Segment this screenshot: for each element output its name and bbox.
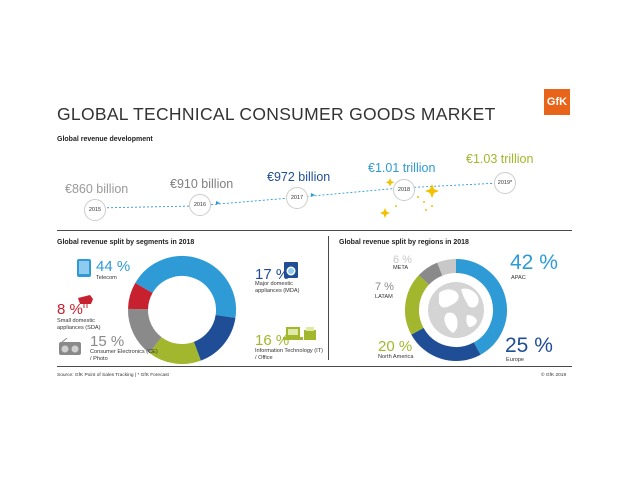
segment-mda-label: Major domestic appliances (MDA) — [255, 281, 300, 294]
timeline-arrowhead — [216, 201, 220, 205]
donut-slice-meta — [437, 259, 457, 276]
segments-heading: Global revenue split by segments in 2018 — [57, 239, 195, 246]
timeline-arrowhead — [311, 193, 315, 197]
segment-telecom-pct: 44 % — [96, 258, 131, 275]
region-europe-label: Europe — [506, 357, 525, 363]
year-marker-2016: 2016 — [189, 194, 211, 216]
globe-icon — [428, 282, 484, 338]
donut-slice-europe — [411, 327, 481, 361]
vertical-divider — [328, 236, 329, 360]
region-latam-pct: 7 % — [375, 281, 394, 293]
segment-telecom-label: Telecom — [96, 275, 117, 281]
donut-hole — [151, 279, 213, 341]
region-meta-pct: 6 % — [393, 254, 412, 266]
page-title: GLOBAL TECHNICAL CONSUMER GOODS MARKET — [57, 104, 496, 124]
laptop-printer-icon — [283, 327, 316, 340]
segments-donut-chart — [128, 256, 236, 364]
donut-slice-latam — [418, 262, 443, 285]
phone-icon — [77, 259, 91, 277]
donut-slice-it-office — [149, 336, 201, 364]
region-europe-pct: 25 % — [505, 334, 553, 357]
year-marker-2018: 2018 — [393, 179, 415, 201]
segment-sda-label: Small domestic appliances (SDA) — [57, 318, 101, 331]
segment-ce-label: Consumer Electronics (CE) / Photo — [90, 349, 158, 362]
year-marker-2019: 2019* — [494, 172, 516, 194]
washing-machine-icon — [284, 262, 298, 278]
region-latam-label: LATAM — [375, 294, 393, 300]
donut-slice-north-america — [405, 275, 430, 335]
source-note: Source: GfK Point of Sales Tracking | * … — [57, 373, 169, 378]
segment-mda-pct: 17 % — [255, 266, 290, 283]
region-apac-label: APAC — [511, 275, 526, 281]
donut-slice-apac — [455, 259, 507, 355]
timeline-value-2018: €1.01 trillion — [368, 161, 436, 175]
donut-slice-ce-photo — [128, 308, 162, 354]
radio-icon — [59, 338, 81, 355]
timeline-value-2019: €1.03 trillion — [466, 152, 534, 166]
mixer-icon — [78, 295, 93, 308]
segment-sda-pct: 8 % — [57, 301, 83, 318]
timeline-value-2016: €910 billion — [170, 177, 234, 191]
segment-it-label: Information Technology (IT) / Office — [255, 348, 323, 361]
segment-ce-pct: 15 % — [90, 333, 125, 350]
region-north-america-pct: 20 % — [378, 338, 413, 355]
segment-it-pct: 16 % — [255, 332, 290, 349]
donut-slice-sda — [128, 283, 153, 310]
timeline-value-2017: €972 billion — [267, 170, 331, 184]
region-apac-pct: 42 % — [510, 251, 558, 274]
donut-slice-mda — [193, 314, 236, 361]
copyright: © GfK 2019 — [541, 373, 567, 378]
region-north-america-label: North America — [378, 354, 414, 360]
region-meta-label: META — [393, 265, 409, 271]
regions-donut-chart — [405, 259, 507, 361]
year-marker-2017: 2017 — [286, 187, 308, 209]
year-marker-2015: 2015 — [84, 199, 106, 221]
regions-heading: Global revenue split by regions in 2018 — [339, 239, 469, 246]
donut-slice-telecom — [135, 256, 236, 318]
footer-divider — [57, 366, 572, 367]
gfk-logo: GfK — [544, 89, 570, 115]
timeline-heading: Global revenue development — [57, 136, 153, 143]
section-divider — [57, 230, 572, 231]
timeline-value-2015: €860 billion — [65, 182, 129, 196]
sparkle-icon — [380, 178, 439, 218]
